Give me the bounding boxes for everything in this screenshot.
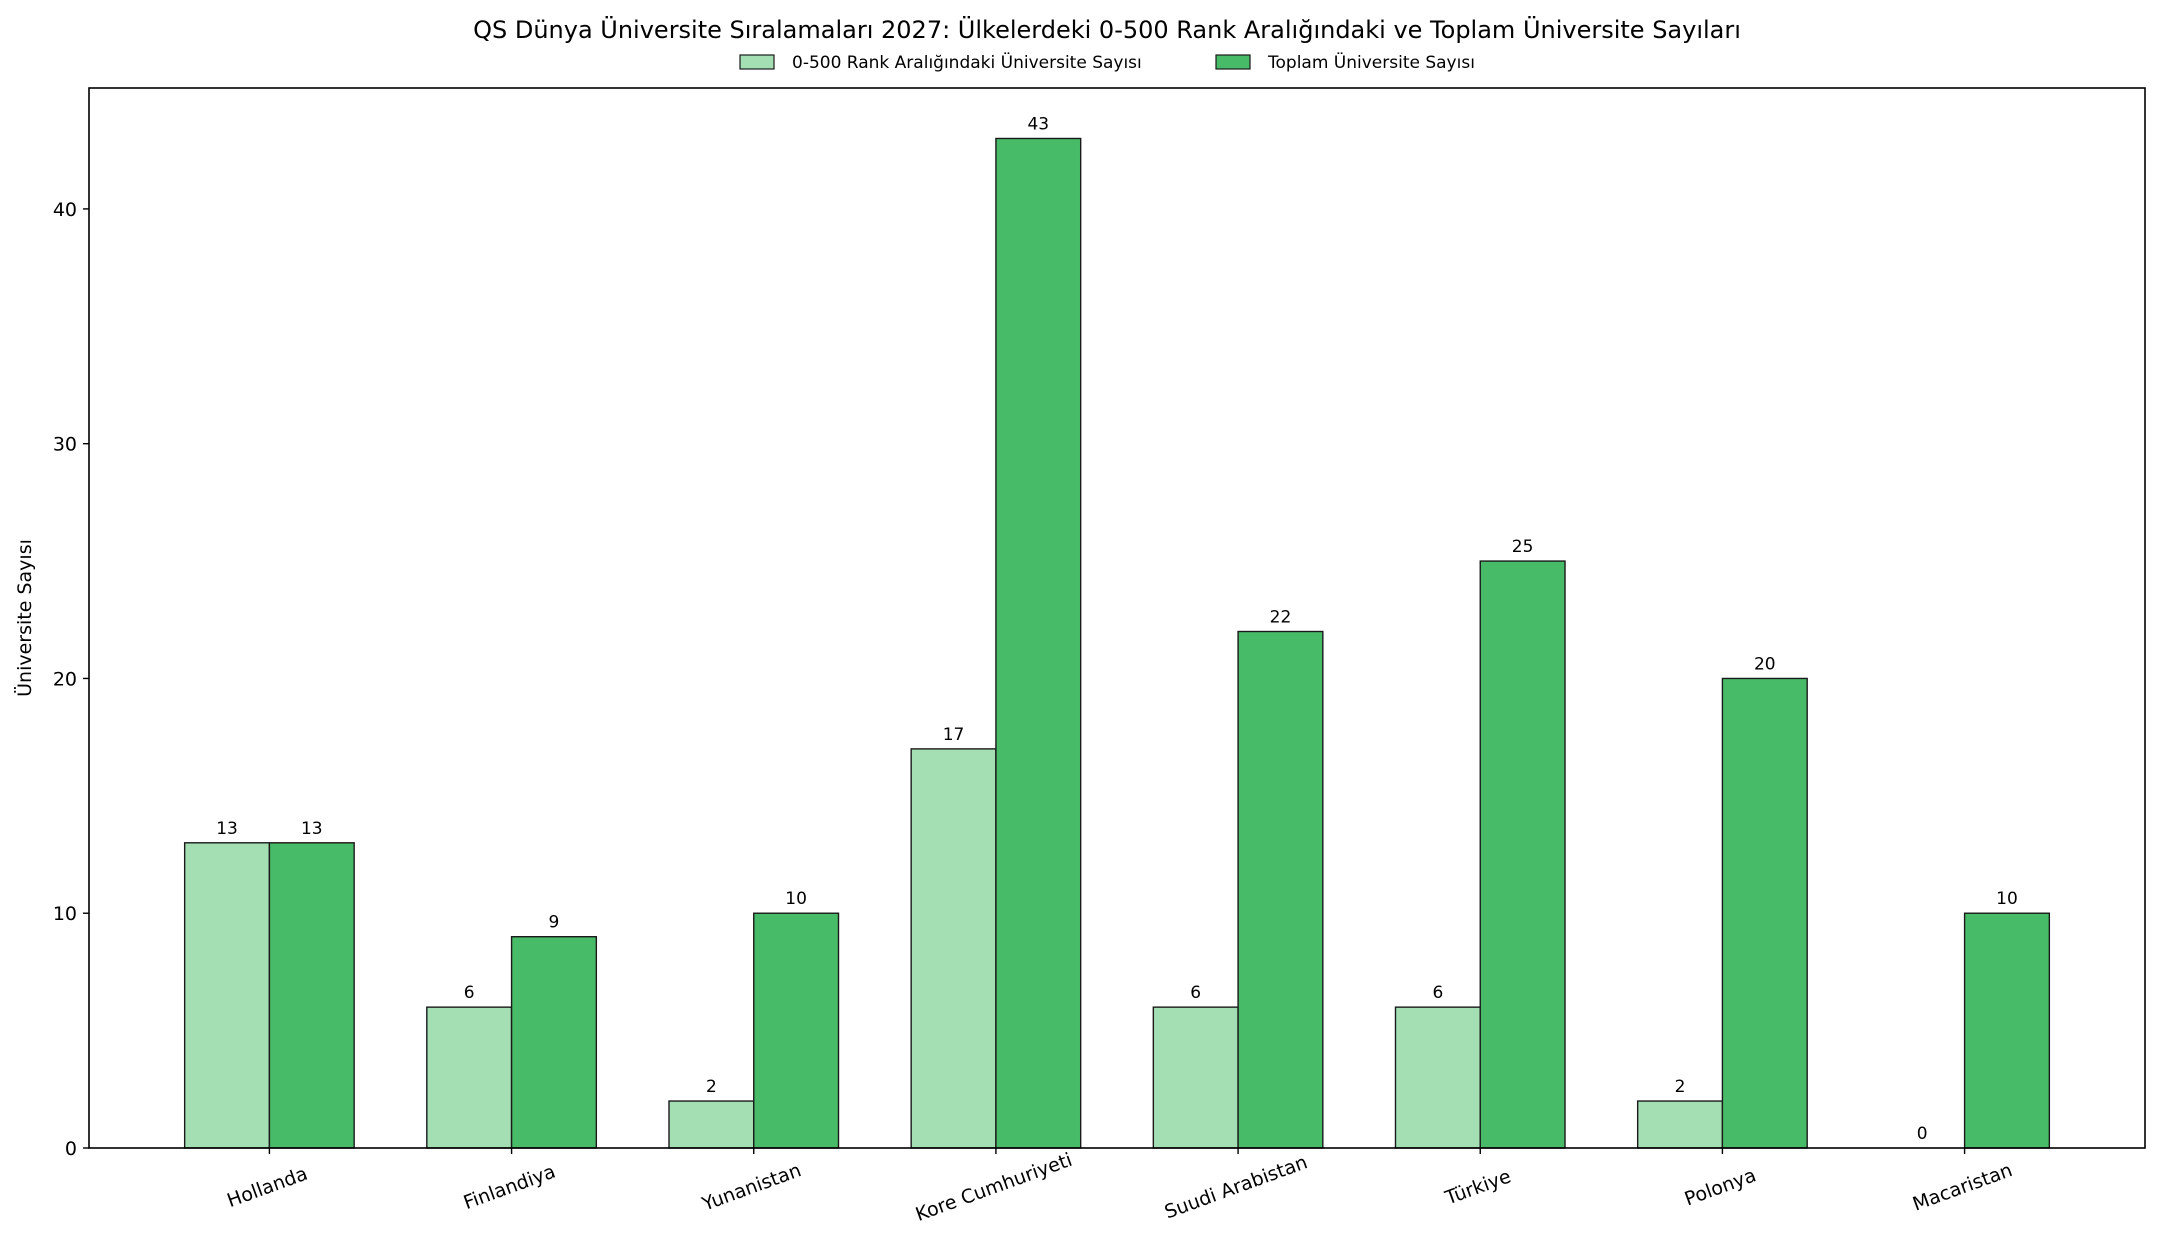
data-label: 6: [1190, 983, 1201, 1003]
bar-series-1-yunanistan: [668, 1100, 755, 1149]
data-label: 2: [1675, 1077, 1686, 1097]
y-tick-label: 30: [53, 434, 77, 456]
bar-series-2-suudi-arabistan: [1237, 630, 1324, 1149]
data-label: 6: [464, 983, 475, 1003]
legend-label-series-1: 0-500 Rank Aralığındaki Üniversite Sayıs…: [792, 51, 1142, 73]
y-tick-label: 0: [65, 1138, 77, 1160]
y-tick-label: 20: [53, 668, 77, 690]
data-label: 9: [549, 913, 560, 933]
legend-swatch-series-2: [1215, 54, 1251, 70]
bar-series-2-finlandiya: [510, 936, 598, 1149]
x-tick-label: Suudi Arabistan: [1162, 1151, 1311, 1223]
data-label: 20: [1754, 654, 1776, 674]
bar-series-1-suudi-arabistan: [1152, 1006, 1239, 1149]
data-label: 10: [785, 889, 807, 909]
data-label: 2: [706, 1077, 717, 1097]
x-tick-label: Yunanistan: [698, 1159, 804, 1215]
data-label: 43: [1027, 114, 1049, 134]
x-tick-label: Türkiye: [1442, 1165, 1514, 1209]
x-tick-label: Hollanda: [224, 1163, 310, 1212]
data-label: 13: [301, 819, 323, 839]
data-label: 13: [216, 819, 238, 839]
legend-label-series-2: Toplam Üniversite Sayısı: [1267, 51, 1475, 73]
chart-title: QS Dünya Üniversite Sıralamaları 2027: Ü…: [473, 15, 1741, 44]
legend: 0-500 Rank Aralığındaki Üniversite Sayıs…: [739, 51, 1475, 73]
bar-series-2-macaristan: [1963, 912, 2051, 1149]
y-tick-label: 10: [53, 903, 77, 925]
x-tick-label: Macaristan: [1910, 1159, 2015, 1215]
bar-series-1-kore-cumhuriyeti: [910, 748, 997, 1149]
x-tick-label: Kore Cumhuriyeti: [913, 1149, 1076, 1226]
data-label: 6: [1432, 983, 1443, 1003]
bar-series-2-hollanda: [268, 842, 355, 1149]
y-axis: 0 10 20 30 40: [53, 199, 89, 1160]
bar-series-2-türkiye: [1479, 560, 1566, 1149]
data-label: 22: [1270, 608, 1292, 628]
bars-layer: [183, 137, 2051, 1149]
x-tick-label: Polonya: [1682, 1164, 1759, 1210]
data-label: 25: [1512, 537, 1534, 557]
data-label: 0: [1917, 1124, 1928, 1144]
bar-series-2-yunanistan: [753, 912, 840, 1149]
bar-series-1-finlandiya: [426, 1006, 513, 1149]
bar-series-2-kore-cumhuriyeti: [995, 137, 1082, 1149]
x-axis: Hollanda Finlandiya Yunanistan Kore Cumhuri…: [224, 1148, 2015, 1226]
bar-series-1-polonya: [1636, 1100, 1724, 1149]
data-label: 10: [1996, 889, 2018, 909]
legend-swatch-series-1: [739, 54, 775, 70]
bar-series-2-polonya: [1721, 677, 1808, 1149]
plot-frame: [88, 87, 2146, 1149]
data-label: 17: [943, 725, 965, 745]
y-axis-label: Üniversite Sayısı: [13, 539, 36, 697]
bar-series-1-hollanda: [183, 842, 271, 1149]
x-tick-label: Finlandiya: [461, 1161, 559, 1215]
bar-series-1-türkiye: [1394, 1006, 1481, 1149]
y-tick-label: 40: [53, 199, 77, 221]
